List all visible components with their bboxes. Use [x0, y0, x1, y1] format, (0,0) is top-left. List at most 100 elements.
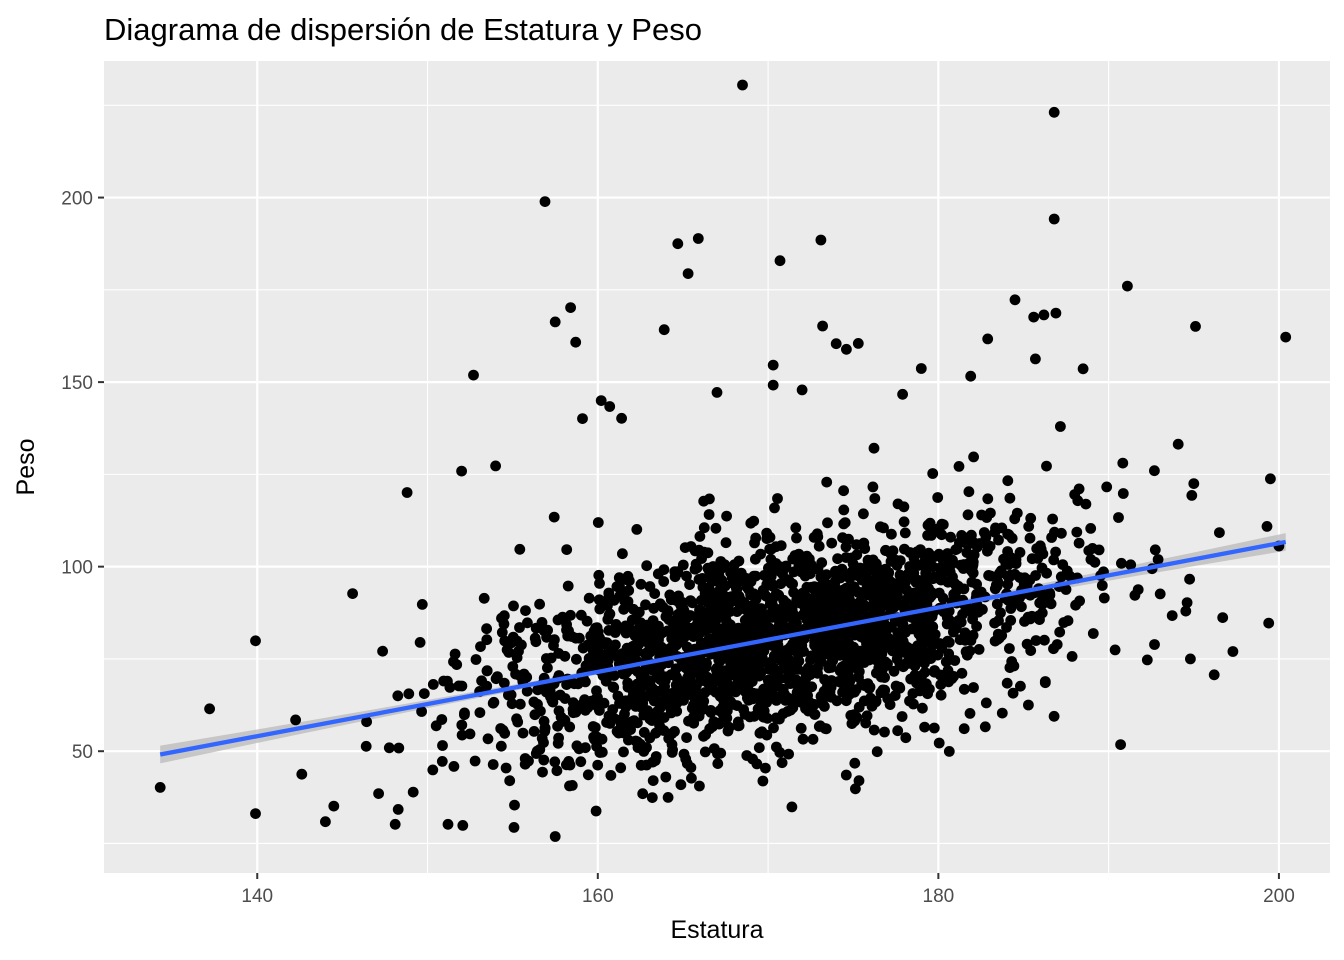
data-point — [490, 460, 501, 472]
data-point — [592, 759, 604, 771]
data-point — [875, 521, 886, 533]
data-point — [521, 671, 533, 683]
data-point — [739, 708, 751, 720]
data-point — [993, 632, 1005, 644]
data-point — [704, 622, 716, 634]
data-point — [841, 343, 852, 355]
data-point — [932, 492, 944, 503]
data-point — [756, 726, 768, 738]
data-point — [967, 536, 979, 548]
data-point — [646, 792, 658, 803]
data-point — [801, 550, 813, 562]
data-point — [1025, 512, 1037, 524]
data-point — [1004, 662, 1016, 673]
data-point — [774, 255, 786, 267]
data-point — [863, 654, 875, 666]
data-point — [681, 732, 692, 743]
data-point — [838, 504, 850, 516]
data-point — [887, 645, 898, 657]
data-point — [670, 663, 682, 675]
data-point — [1044, 587, 1056, 599]
data-point — [1071, 526, 1083, 538]
data-point — [697, 573, 708, 584]
data-point — [870, 622, 881, 634]
data-point — [1023, 521, 1035, 532]
data-point — [539, 725, 551, 737]
data-point — [653, 667, 665, 678]
data-point — [1122, 280, 1133, 292]
data-point — [1062, 615, 1074, 627]
data-point — [495, 740, 507, 752]
data-point — [976, 509, 987, 521]
data-point — [714, 705, 725, 717]
data-point — [610, 639, 621, 651]
data-point — [648, 695, 660, 707]
data-point — [715, 563, 727, 575]
data-point — [1014, 547, 1026, 558]
data-point — [807, 611, 819, 623]
data-point — [538, 754, 550, 766]
data-point — [1003, 571, 1015, 583]
data-point — [978, 527, 990, 538]
data-point — [498, 677, 510, 689]
data-point — [914, 685, 926, 697]
data-point — [1026, 553, 1038, 565]
data-point — [1005, 615, 1017, 626]
data-point — [521, 685, 533, 697]
data-point — [738, 599, 749, 611]
data-point — [750, 532, 762, 544]
data-point — [594, 578, 605, 589]
data-point — [1034, 597, 1046, 609]
data-point — [790, 522, 802, 534]
data-point — [950, 618, 962, 630]
data-point — [757, 656, 769, 668]
data-point — [858, 508, 869, 520]
data-point — [582, 769, 594, 781]
data-point — [854, 597, 865, 608]
data-point — [641, 759, 652, 771]
y-tick-label: 150 — [61, 373, 93, 394]
data-point — [864, 681, 876, 693]
data-point — [904, 695, 915, 707]
data-point — [1098, 592, 1110, 604]
data-point — [678, 748, 690, 760]
data-point — [698, 522, 710, 534]
data-point — [662, 792, 674, 803]
data-point — [795, 598, 807, 609]
data-point — [843, 533, 854, 545]
data-point — [900, 732, 912, 744]
data-point — [1096, 580, 1108, 591]
data-point — [716, 602, 728, 613]
data-point — [320, 816, 331, 828]
data-point — [919, 721, 930, 733]
data-point — [852, 662, 863, 674]
y-tick-label: 50 — [72, 742, 93, 763]
y-tick-label: 200 — [61, 189, 93, 210]
data-point — [667, 646, 679, 657]
data-point — [537, 766, 548, 778]
data-point — [837, 686, 848, 698]
data-point — [909, 669, 921, 681]
data-point — [1180, 605, 1192, 617]
data-point — [673, 695, 685, 707]
data-point — [891, 586, 903, 598]
data-point — [528, 696, 540, 708]
data-point — [416, 706, 427, 717]
data-point — [1000, 558, 1012, 570]
data-point — [882, 600, 894, 611]
data-point — [968, 682, 979, 693]
data-point — [849, 715, 861, 727]
data-point — [830, 338, 842, 350]
data-point — [899, 527, 911, 539]
data-point — [1077, 363, 1089, 375]
data-point — [875, 586, 887, 598]
data-point — [579, 694, 590, 706]
data-point — [1036, 562, 1048, 574]
data-point — [771, 695, 782, 706]
data-point — [448, 761, 460, 772]
data-point — [923, 529, 935, 541]
data-point — [669, 726, 680, 737]
data-point — [1166, 610, 1178, 621]
data-point — [514, 698, 526, 710]
data-point — [641, 560, 653, 572]
